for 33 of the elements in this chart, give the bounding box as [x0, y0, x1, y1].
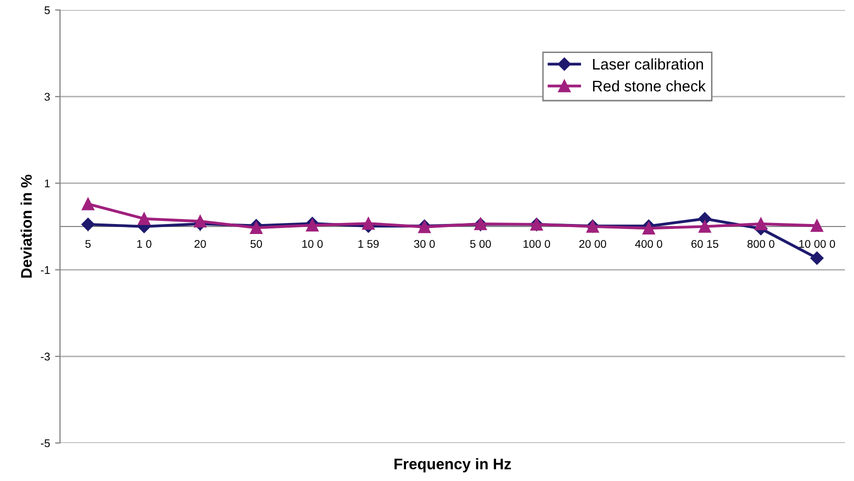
point [138, 212, 150, 225]
point [810, 252, 824, 265]
x-tick-label: 10 0 [302, 240, 323, 248]
point [810, 219, 824, 232]
x-tick-label: 100 0 [524, 240, 550, 248]
x-tick-label: 10 00 0 [799, 240, 836, 248]
x-tick-label: 5 [85, 240, 91, 248]
point [754, 218, 768, 230]
point [698, 220, 712, 233]
y-tick-label: -1 [40, 266, 50, 274]
x-tick-label: 800 0 [747, 240, 774, 248]
x-tick-label: 1 59 [358, 240, 379, 248]
y-tick-label: -5 [40, 439, 50, 448]
y-tick-label: 5 [44, 6, 50, 14]
y-tick-label: -3 [40, 352, 50, 361]
legend-label: Laser calibration [593, 58, 703, 70]
x-tick-label: 5 00 [470, 240, 491, 248]
y-tick-label: 3 [44, 92, 50, 101]
x-tick-label: 20 [194, 240, 206, 248]
point [642, 222, 655, 234]
x-axis-title: Frequency in Hz [394, 458, 511, 472]
point [81, 218, 95, 231]
point [82, 198, 94, 210]
x-tick-label: 60 15 [691, 240, 718, 248]
y-tick-label: 1 [44, 180, 50, 188]
point [250, 222, 262, 234]
x-tick-label: 50 [250, 240, 262, 248]
x-tick-label: 400 0 [635, 240, 662, 248]
x-tick-label: 1 0 [137, 240, 152, 248]
legend-label: Red stone check [593, 80, 706, 92]
y-axis-title: Deviation in % [20, 174, 32, 278]
x-tick-label: 30 0 [414, 240, 435, 248]
x-tick-label: 20 00 [579, 240, 606, 248]
